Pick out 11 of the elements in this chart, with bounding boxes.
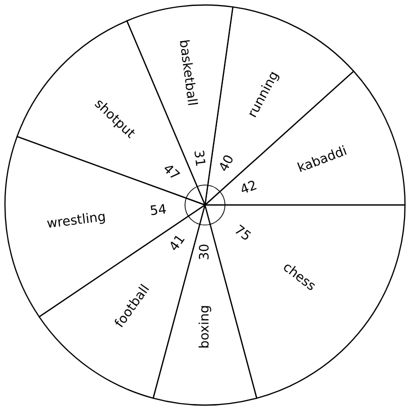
slice-label: boxing [198,305,212,349]
data-label: 54 [149,202,168,220]
slice-label: basketball [176,38,200,107]
slice-label: wrestling [46,210,107,232]
data-label: 30 [198,244,212,260]
data-label: 47 [160,162,182,184]
data-label: 75 [231,222,254,245]
data-label: 42 [238,178,260,198]
data-label: 40 [216,152,238,174]
data-label: 41 [166,232,189,254]
data-label: 31 [190,149,208,168]
